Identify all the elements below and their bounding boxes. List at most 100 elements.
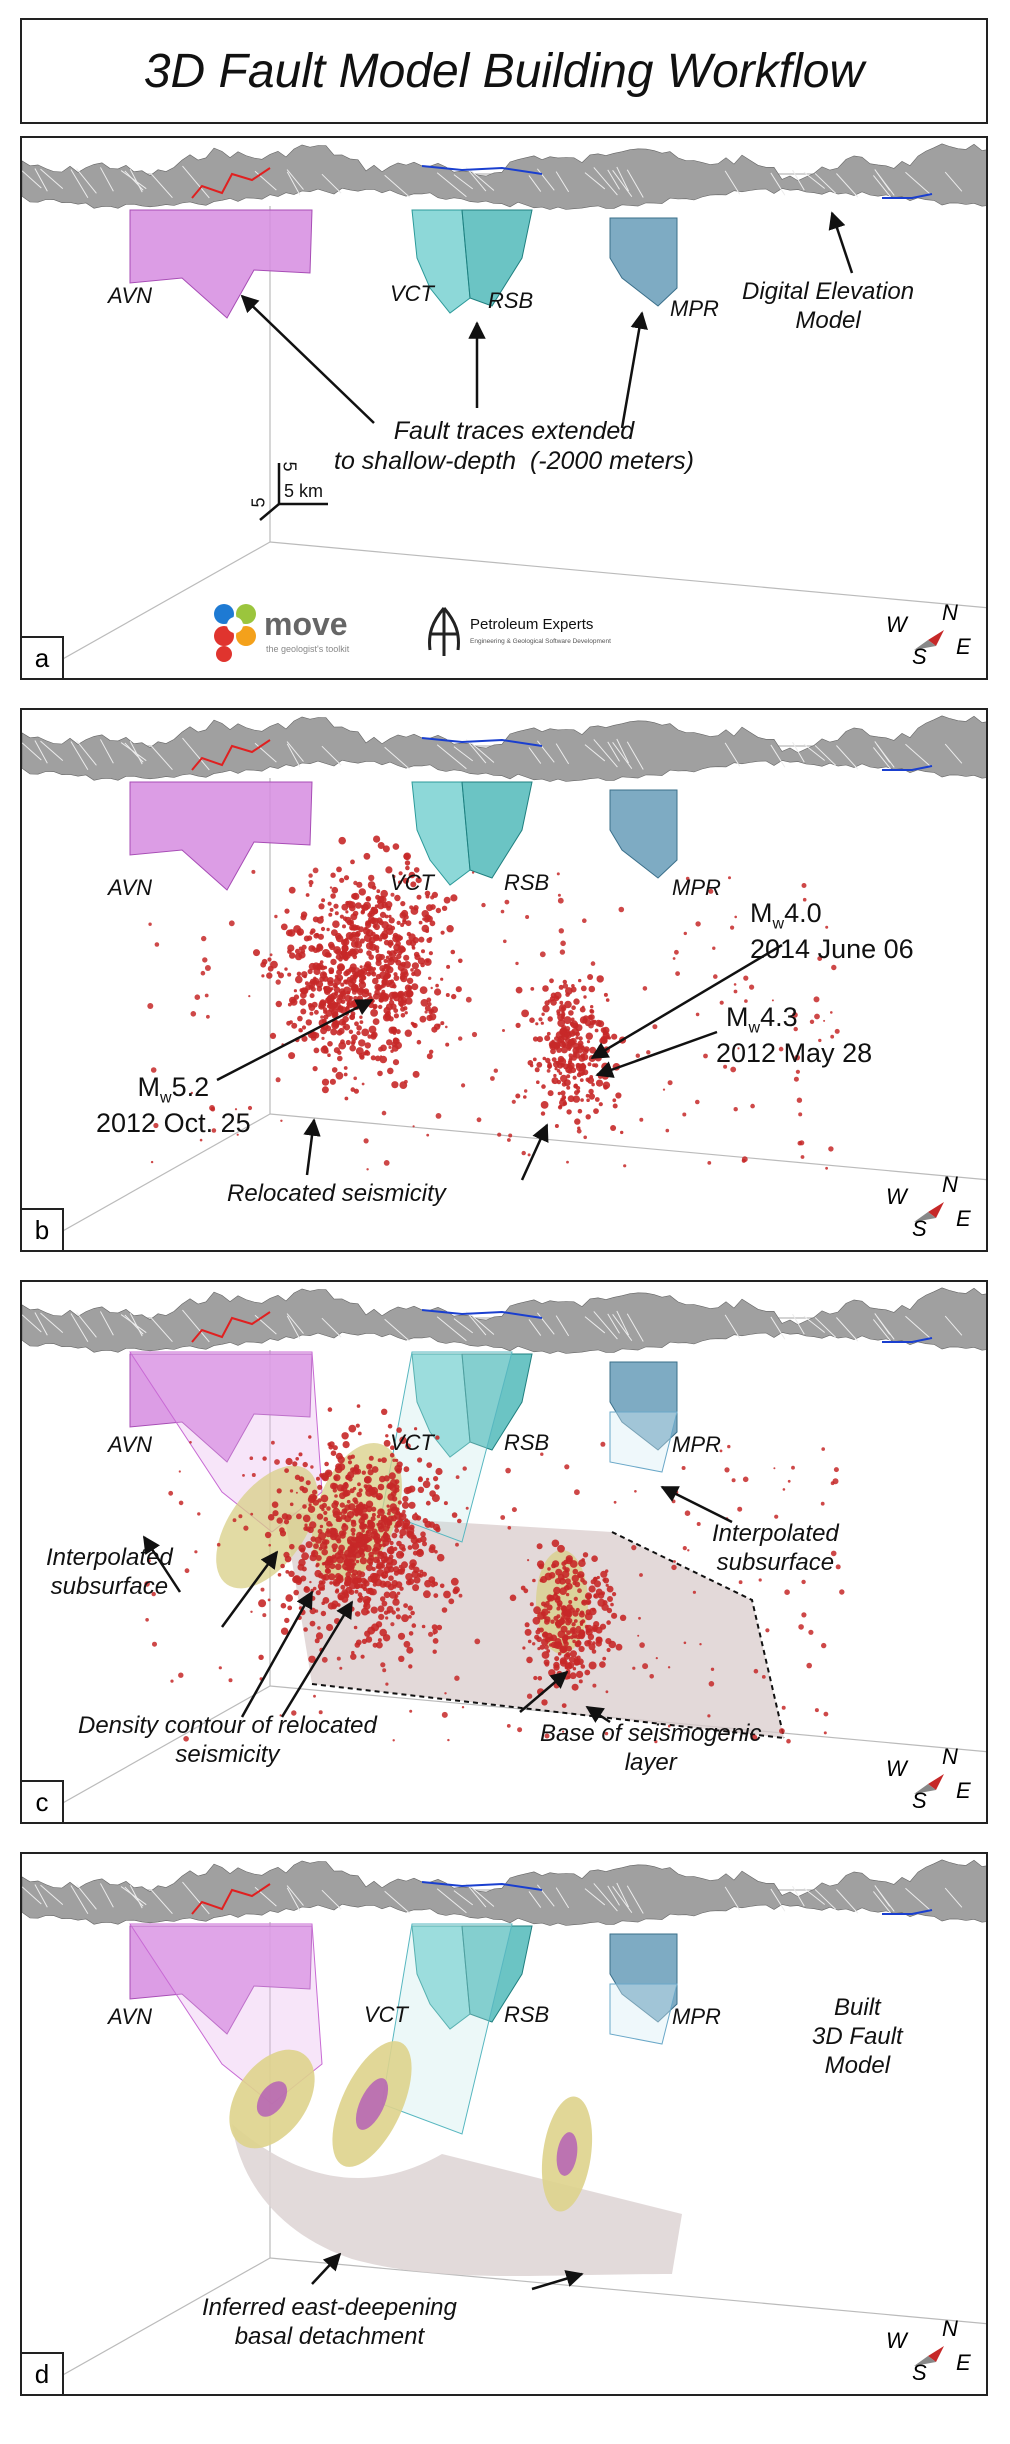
earthquake-hypocenter: [779, 1728, 785, 1734]
earthquake-hypocenter: [402, 1495, 409, 1503]
earthquake-hypocenter: [362, 1513, 368, 1519]
earthquake-hypocenter: [333, 903, 339, 909]
earthquake-hypocenter: [395, 1607, 400, 1612]
earthquake-hypocenter: [532, 1642, 536, 1646]
dem-ridge-line: [803, 1887, 826, 1905]
earthquake-hypocenter: [799, 1140, 805, 1146]
earthquake-hypocenter: [320, 1610, 327, 1617]
earthquake-hypocenter: [583, 1046, 590, 1053]
earthquake-hypocenter: [564, 1464, 570, 1470]
eq2-w: w: [748, 1019, 761, 1037]
earthquake-hypocenter: [321, 1078, 330, 1086]
earthquake-hypocenter: [260, 961, 267, 968]
petroleum-experts-icon: [428, 607, 460, 656]
earthquake-hypocenter: [363, 1602, 371, 1610]
arrow-detachment-left: [311, 2252, 342, 2285]
compass-s: S: [912, 644, 927, 669]
earthquake-hypocenter: [396, 920, 401, 925]
dem-ridge-line: [129, 1885, 143, 1909]
move-logo-name: move: [264, 606, 348, 642]
earthquake-hypocenter: [433, 1632, 436, 1635]
earthquake-hypocenter: [343, 1072, 348, 1077]
dem-ridge-line: [814, 173, 836, 194]
earthquake-hypocenter: [572, 1095, 581, 1103]
earthquake-hypocenter: [379, 1055, 388, 1064]
dem-ridge-line: [254, 170, 277, 191]
dem-ridge-line: [612, 1314, 633, 1341]
earthquake-hypocenter: [411, 1623, 417, 1628]
earthquake-hypocenter: [683, 931, 687, 936]
dem-ridge-line: [34, 168, 48, 192]
earthquake-hypocenter: [335, 1071, 344, 1080]
label-fault-traces: Fault traces extended to shallow-depth (…: [334, 417, 694, 475]
panel-c-arrows: [142, 1485, 733, 1724]
dem-surface: [22, 715, 986, 782]
earthquake-hypocenter: [582, 918, 587, 923]
earthquake-hypocenter: [411, 1022, 417, 1027]
earthquake-hypocenter: [582, 1552, 589, 1558]
earthquake-hypocenter: [326, 977, 334, 984]
dem-ridge-line: [70, 169, 89, 199]
earthquake-hypocenter: [579, 1006, 586, 1013]
earthquake-hypocenter: [384, 1556, 390, 1562]
earthquake-hypocenter: [368, 1025, 377, 1034]
earthquake-hypocenter: [355, 1559, 360, 1564]
earthquake-hypocenter: [349, 1488, 355, 1494]
dem-surface: [22, 1859, 986, 1926]
earthquake-hypocenter: [773, 1467, 776, 1470]
label-mpr: MPR: [672, 875, 721, 900]
earthquake-hypocenter: [823, 1019, 826, 1022]
arrow-to-avn: [240, 294, 375, 424]
dem-ridge-line: [536, 740, 555, 763]
earthquake-hypocenter: [341, 991, 347, 997]
earthquake-hypocenter: [411, 1542, 420, 1550]
earthquake-hypocenter: [348, 1029, 354, 1034]
earthquake-hypocenter: [398, 1512, 407, 1521]
earthquake-hypocenter: [603, 1084, 608, 1090]
earthquake-hypocenter: [386, 1610, 391, 1614]
earthquake-hypocenter: [831, 964, 837, 971]
box-edge: [269, 2257, 986, 2325]
earthquake-hypocenter: [353, 1088, 359, 1094]
earthquake-hypocenter: [383, 1475, 390, 1482]
earthquake-hypocenter: [571, 1632, 578, 1639]
earthquake-hypocenter: [593, 1108, 599, 1114]
earthquake-hypocenter: [573, 1083, 578, 1088]
earthquake-hypocenter: [340, 1584, 346, 1590]
earthquake-hypocenter: [536, 1080, 540, 1084]
earthquake-hypocenter: [232, 1518, 237, 1523]
earthquake-hypocenter: [563, 1559, 569, 1565]
earthquake-hypocenter: [408, 1664, 413, 1669]
earthquake-hypocenter: [428, 976, 432, 980]
earthquake-hypocenter: [830, 1550, 837, 1557]
earthquake-hypocenter: [357, 1597, 363, 1603]
earthquake-hypocenter: [585, 1077, 591, 1083]
earthquake-hypocenter: [351, 893, 358, 900]
earthquake-hypocenter: [591, 1020, 596, 1024]
earthquake-hypocenter: [271, 1501, 279, 1508]
panel-c-seismicity: [144, 1404, 845, 1744]
panel-d-surfaces: [129, 1923, 682, 2276]
earthquake-hypocenter: [324, 1461, 329, 1467]
earthquake-hypocenter: [335, 932, 342, 940]
dem-ridge-line: [34, 1884, 48, 1908]
earthquake-hypocenter: [539, 951, 546, 958]
earthquake-hypocenter: [562, 979, 567, 985]
earthquake-hypocenter: [417, 957, 425, 965]
earthquake-hypocenter: [750, 1103, 755, 1109]
earthquake-hypocenter: [737, 1506, 743, 1512]
earthquake-hypocenter: [331, 1554, 336, 1559]
earthquake-hypocenter: [359, 974, 366, 981]
earthquake-hypocenter: [585, 1093, 590, 1098]
earthquake-hypocenter: [190, 1091, 193, 1095]
earthquake-hypocenter: [552, 1560, 560, 1568]
earthquake-hypocenter: [367, 1519, 372, 1524]
earthquake-hypocenter: [439, 1583, 445, 1589]
earthquake-hypocenter: [324, 1545, 328, 1549]
earthquake-hypocenter: [197, 1512, 201, 1516]
earthquake-hypocenter: [361, 989, 370, 998]
dem-ridge-line: [836, 173, 859, 198]
earthquake-hypocenter: [329, 1003, 335, 1010]
earthquake-hypocenter: [782, 1488, 786, 1491]
earthquake-hypocenter: [347, 1539, 352, 1544]
